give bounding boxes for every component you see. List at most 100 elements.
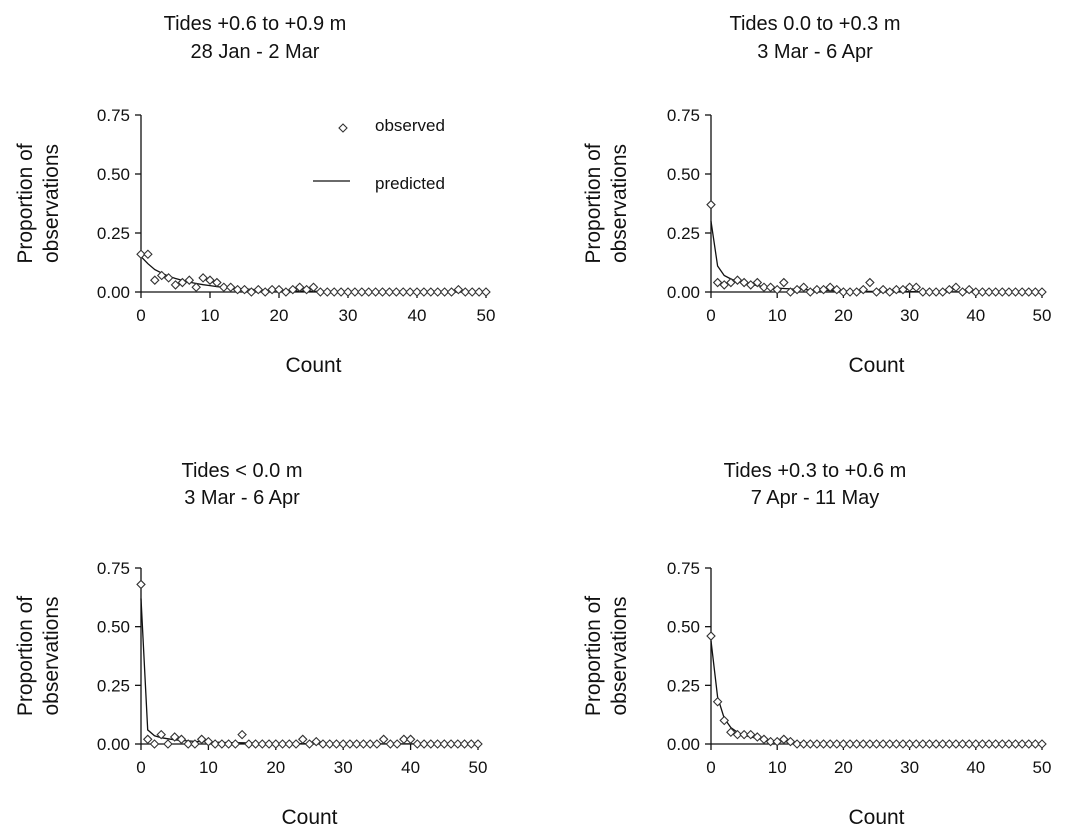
observed-point bbox=[878, 284, 888, 295]
observed-point bbox=[453, 739, 463, 749]
observed-point bbox=[818, 739, 829, 749]
x-tick-label: 10 bbox=[199, 758, 218, 777]
observed-point bbox=[739, 729, 749, 740]
chart-subtitle: 3 Mar - 6 Apr bbox=[757, 41, 873, 63]
y-axis-label: Proportion of bbox=[14, 596, 37, 716]
observed-point bbox=[453, 284, 464, 295]
y-tick-label: 0.75 bbox=[97, 559, 130, 578]
observed-point bbox=[405, 734, 416, 745]
observed-point bbox=[832, 284, 842, 295]
observed-point bbox=[212, 277, 222, 288]
x-tick-label: 20 bbox=[834, 758, 853, 777]
observed-point bbox=[792, 739, 802, 749]
y-tick-label: 0.50 bbox=[667, 165, 700, 184]
x-tick-label: 50 bbox=[1033, 306, 1052, 325]
chart-subtitle: 28 Jan - 2 Mar bbox=[191, 41, 320, 63]
observed-point bbox=[745, 729, 756, 740]
observed-point bbox=[136, 249, 146, 260]
x-tick-label: 50 bbox=[477, 306, 496, 325]
y-tick-label: 0.75 bbox=[667, 106, 700, 125]
observed-point bbox=[163, 739, 173, 749]
observed-point bbox=[419, 287, 429, 297]
observed-point bbox=[163, 273, 174, 283]
observed-point bbox=[219, 282, 229, 293]
x-tick-label: 50 bbox=[1033, 758, 1052, 777]
observed-point bbox=[884, 739, 895, 749]
observed-point bbox=[365, 739, 375, 749]
observed-point bbox=[805, 739, 816, 749]
observed-point bbox=[351, 739, 362, 749]
x-tick-label: 0 bbox=[706, 758, 715, 777]
observed-point bbox=[1037, 739, 1047, 749]
observed-point bbox=[399, 734, 409, 745]
observed-point bbox=[838, 287, 849, 297]
x-tick-label: 0 bbox=[706, 306, 715, 325]
observed-point bbox=[1017, 739, 1027, 749]
y-tick-label: 0.25 bbox=[97, 676, 130, 695]
observed-point bbox=[964, 739, 974, 749]
observed-point bbox=[474, 287, 484, 297]
observed-point bbox=[918, 287, 928, 297]
observed-point bbox=[183, 739, 193, 749]
observed-point bbox=[732, 729, 743, 740]
observed-point bbox=[426, 739, 436, 749]
y-tick-label: 0.25 bbox=[97, 224, 130, 243]
observed-point bbox=[264, 739, 274, 749]
observed-point bbox=[798, 282, 809, 293]
observed-point bbox=[984, 739, 994, 749]
observed-point bbox=[759, 734, 769, 745]
observed-point bbox=[838, 739, 849, 749]
observed-point bbox=[288, 284, 298, 295]
observed-point bbox=[1010, 739, 1021, 749]
observed-point bbox=[898, 284, 908, 295]
observed-point bbox=[358, 739, 369, 749]
observed-point bbox=[169, 732, 180, 742]
observed-point bbox=[412, 739, 423, 749]
observed-point bbox=[190, 739, 200, 749]
observed-point bbox=[439, 287, 450, 297]
observed-point bbox=[851, 287, 862, 297]
observed-point bbox=[432, 287, 443, 297]
observed-point bbox=[244, 739, 254, 749]
observed-point bbox=[384, 287, 395, 297]
observed-point bbox=[759, 282, 769, 293]
observed-point bbox=[377, 287, 388, 297]
observed-point bbox=[210, 739, 220, 749]
x-tick-label: 20 bbox=[266, 758, 285, 777]
observed-point bbox=[267, 284, 277, 295]
observed-point bbox=[1023, 287, 1034, 297]
y-axis-label: Proportion of bbox=[582, 143, 605, 263]
observed-point bbox=[971, 739, 981, 749]
observed-point bbox=[398, 287, 408, 297]
observed-point bbox=[391, 287, 402, 297]
y-tick-label: 0.75 bbox=[97, 106, 130, 125]
observed-point bbox=[812, 284, 822, 295]
observed-point bbox=[372, 739, 382, 749]
observed-point bbox=[832, 739, 842, 749]
observed-point bbox=[196, 734, 207, 745]
observed-point bbox=[308, 282, 319, 293]
observed-point bbox=[446, 287, 457, 297]
observed-point bbox=[357, 287, 367, 297]
observed-point bbox=[990, 287, 1001, 297]
observed-point bbox=[239, 284, 250, 295]
observed-point bbox=[481, 287, 491, 297]
observed-point bbox=[871, 739, 882, 749]
observed-point bbox=[304, 739, 315, 749]
y-tick-label: 0.75 bbox=[667, 559, 700, 578]
x-tick-label: 40 bbox=[401, 758, 420, 777]
observed-point bbox=[378, 734, 389, 745]
observed-point bbox=[924, 287, 935, 297]
observed-point bbox=[752, 277, 763, 288]
y-tick-label: 0.00 bbox=[667, 735, 700, 754]
x-tick-label: 20 bbox=[270, 306, 289, 325]
observed-point bbox=[951, 282, 961, 293]
x-tick-label: 40 bbox=[966, 306, 985, 325]
observed-point bbox=[990, 739, 1001, 749]
legend: observed predicted bbox=[313, 116, 445, 193]
observed-point bbox=[274, 284, 284, 295]
observed-point bbox=[291, 739, 301, 749]
x-tick-label: 0 bbox=[136, 306, 145, 325]
observed-point bbox=[136, 579, 146, 590]
observed-point bbox=[805, 287, 816, 297]
